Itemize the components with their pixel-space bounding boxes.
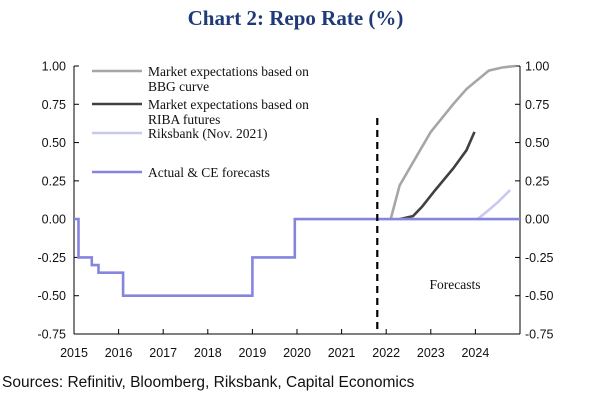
series-line-bbg bbox=[389, 64, 516, 220]
series-line-riksbank bbox=[476, 189, 512, 221]
forecast-annotation: Forecasts bbox=[430, 277, 481, 292]
y-tick-label-right: -0.50 bbox=[525, 289, 554, 303]
x-tick-label: 2016 bbox=[105, 346, 133, 360]
legend-label-riba: RIBA futures bbox=[148, 112, 220, 127]
y-tick-label-left: 0.00 bbox=[42, 213, 66, 227]
y-tick-label-right: 0.25 bbox=[525, 174, 549, 188]
y-tick-label-right: -0.75 bbox=[525, 328, 554, 342]
y-tick-label-left: 0.50 bbox=[42, 136, 66, 150]
y-tick-label-left: -0.25 bbox=[38, 251, 67, 265]
y-tick-label-right: 0.50 bbox=[525, 136, 549, 150]
series-line-riba bbox=[399, 131, 476, 221]
y-tick-label-left: -0.50 bbox=[38, 289, 67, 303]
legend-label-bbg: Market expectations based on bbox=[148, 64, 309, 79]
y-tick-label-left: 1.00 bbox=[42, 60, 66, 74]
y-tick-label-left: 0.75 bbox=[42, 98, 66, 112]
x-tick-label: 2017 bbox=[149, 346, 177, 360]
legend-label-riba: Market expectations based on bbox=[148, 97, 309, 112]
x-tick-label: 2018 bbox=[194, 346, 222, 360]
y-tick-label-left: -0.75 bbox=[38, 328, 67, 342]
x-tick-label: 2023 bbox=[417, 346, 445, 360]
legend-label-actual: Actual & CE forecasts bbox=[148, 165, 270, 180]
x-tick-label: 2022 bbox=[372, 346, 400, 360]
x-tick-label: 2019 bbox=[238, 346, 266, 360]
y-tick-label-right: 0.75 bbox=[525, 98, 549, 112]
series-line-actual bbox=[74, 217, 520, 298]
y-tick-label-left: 0.25 bbox=[42, 174, 66, 188]
y-tick-label-right: -0.25 bbox=[525, 251, 554, 265]
legend-label-bbg: BBG curve bbox=[148, 79, 209, 94]
chart-source: Sources: Refinitiv, Bloomberg, Riksbank,… bbox=[2, 374, 415, 391]
y-tick-label-right: 0.00 bbox=[525, 213, 549, 227]
legend-label-riksbank: Riksbank (Nov. 2021) bbox=[148, 126, 268, 141]
chart-title: Chart 2: Repo Rate (%) bbox=[187, 6, 404, 30]
y-tick-label-right: 1.00 bbox=[525, 60, 549, 74]
x-tick-label: 2021 bbox=[328, 346, 356, 360]
x-tick-label: 2015 bbox=[60, 346, 88, 360]
x-tick-label: 2024 bbox=[461, 346, 489, 360]
x-tick-label: 2020 bbox=[283, 346, 311, 360]
